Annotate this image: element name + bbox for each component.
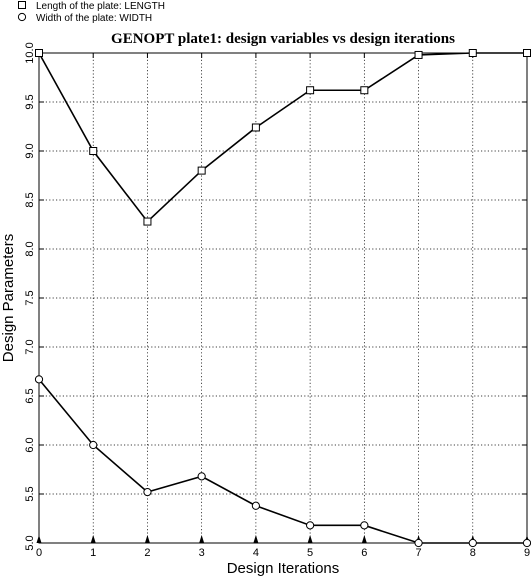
x-tick-label: 1: [90, 547, 96, 559]
x-tick-label: 4: [253, 547, 259, 559]
series-line: [38, 378, 527, 544]
grid: [39, 53, 527, 543]
x-tick-label: 8: [470, 547, 476, 559]
legend-entry: Width of the plate: WIDTH: [17, 12, 152, 24]
x-tick: [144, 535, 150, 543]
series-line: [38, 52, 527, 223]
y-tick-label: 7.0: [24, 339, 36, 354]
y-tick-label: 9.0: [24, 143, 36, 158]
x-tick: [36, 535, 42, 543]
x-tick-label: 3: [199, 547, 205, 559]
x-axis-label: Design Iterations: [227, 560, 340, 576]
y-tick-label: 10.0: [24, 42, 36, 63]
x-tick: [307, 535, 313, 543]
x-axis: 0 1 2 3 4 5 6 7 8 9: [36, 53, 530, 559]
data-point: [306, 86, 315, 95]
y-tick-label: 6.0: [24, 437, 36, 452]
legend-label: Width of the plate: WIDTH: [36, 13, 152, 24]
x-tick-label: 2: [144, 547, 150, 559]
data-point: [143, 217, 152, 226]
data-point: [251, 123, 260, 132]
y-tick-label: 9.5: [24, 94, 36, 109]
x-tick-label: 5: [307, 547, 313, 559]
legend-label: Length of the plate: LENGTH: [36, 1, 165, 12]
legend-marker: [17, 12, 27, 22]
data-point: [414, 538, 423, 548]
y-tick-label: 5.0: [24, 535, 36, 550]
y-tick-label: 8.0: [24, 241, 36, 256]
y-axis: 5.0 5.5 6.0 6.5 7.0 7.5 8.0 8.5 9.0 9.5 10.0: [24, 42, 527, 551]
legend-entry: Length of the plate: LENGTH: [18, 1, 165, 12]
data-point: [523, 49, 531, 57]
data-point: [34, 375, 44, 384]
y-tick-label: 8.5: [24, 192, 36, 207]
x-tick: [90, 535, 96, 543]
series-layer: [34, 49, 531, 548]
y-tick-label: 5.5: [24, 486, 36, 501]
data-point: [89, 147, 98, 155]
y-tick-label: 7.5: [24, 290, 36, 305]
data-point: [414, 50, 423, 59]
x-tick-label: 6: [361, 547, 367, 559]
data-point: [143, 487, 152, 497]
series-width: [34, 375, 531, 548]
x-tick-label: 7: [415, 547, 421, 559]
series-length: [35, 49, 531, 226]
data-point: [468, 49, 477, 57]
y-tick-label: 6.5: [24, 388, 36, 403]
legend-marker: [18, 1, 26, 9]
data-point: [360, 521, 369, 530]
x-tick: [199, 535, 205, 543]
x-tick-label: 9: [524, 547, 530, 559]
data-point: [251, 501, 260, 510]
chart-title: GENOPT plate1: design variables vs desig…: [111, 31, 455, 47]
data-point: [522, 538, 531, 548]
data-point: [197, 166, 206, 175]
y-axis-label: Design Parameters: [0, 234, 17, 362]
data-point: [35, 49, 43, 57]
data-point: [89, 440, 98, 450]
data-point: [306, 521, 315, 530]
x-tick-label: 0: [36, 547, 42, 559]
x-tick: [253, 535, 259, 543]
data-point: [468, 538, 477, 548]
data-point: [360, 86, 369, 95]
x-tick: [361, 535, 367, 543]
data-point: [197, 472, 206, 481]
